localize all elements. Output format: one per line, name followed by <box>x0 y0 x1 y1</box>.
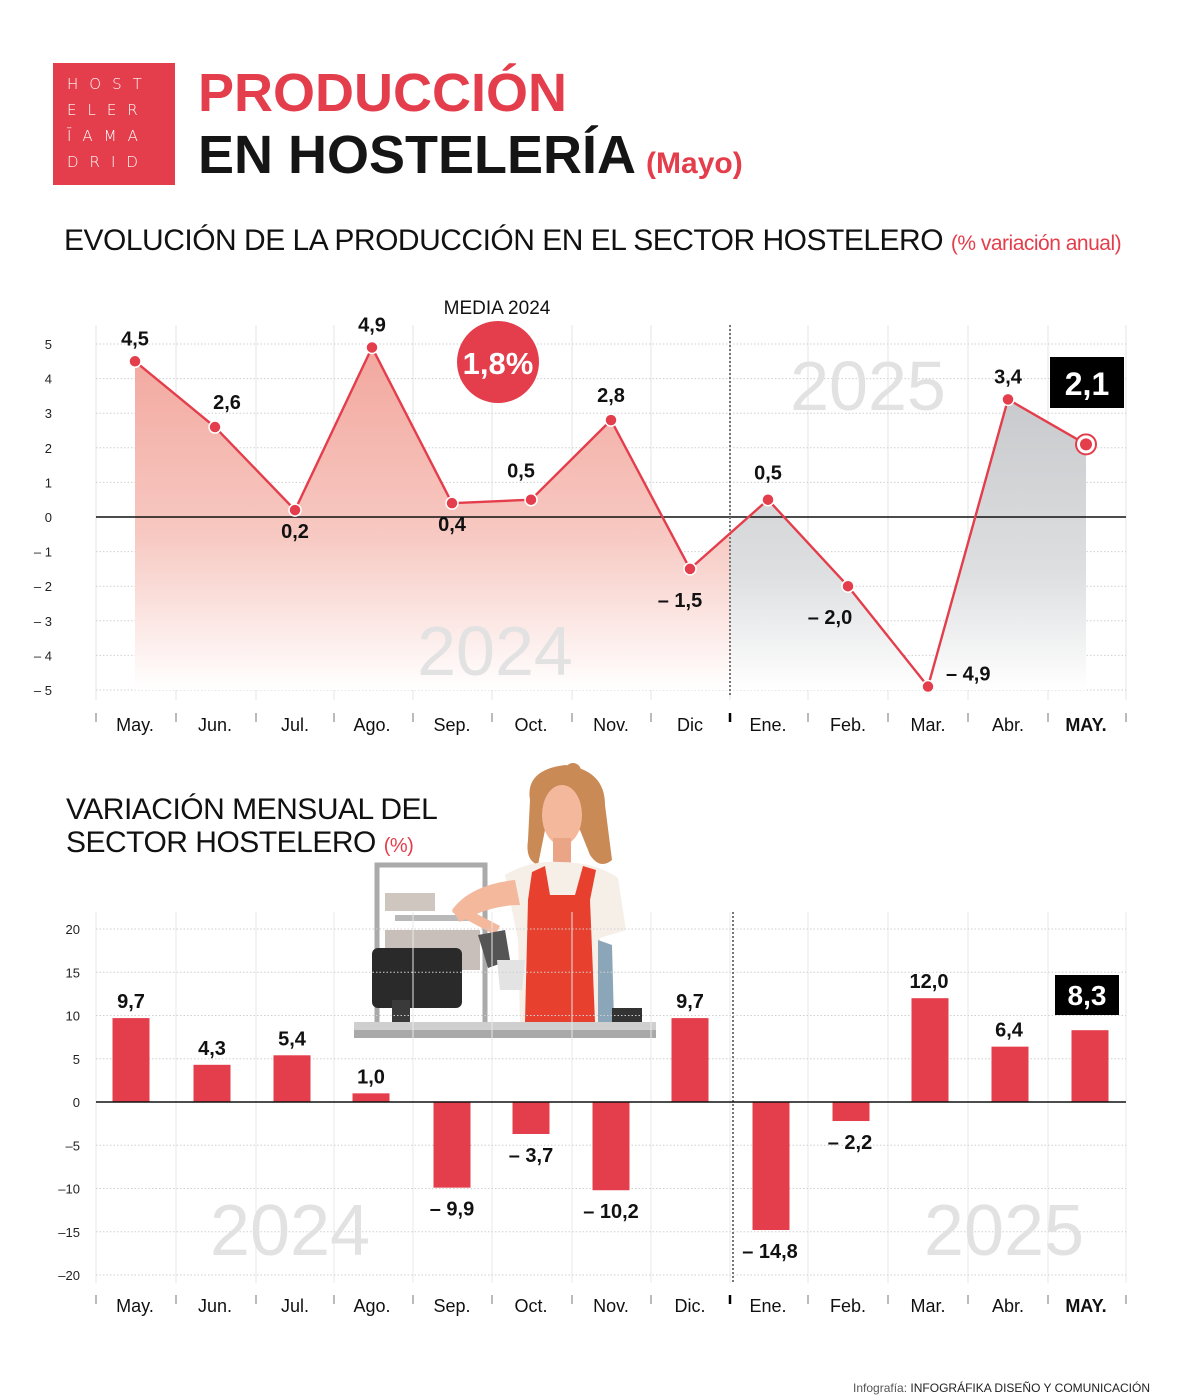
svg-text:Abr.: Abr. <box>992 715 1024 735</box>
svg-text:9,7: 9,7 <box>117 991 145 1013</box>
svg-text:– 4,9: – 4,9 <box>946 664 990 686</box>
svg-text:0,4: 0,4 <box>438 514 467 536</box>
svg-text:3: 3 <box>45 406 52 421</box>
svg-text:20: 20 <box>66 922 80 937</box>
page-title-line1: PRODUCCIÓN <box>198 63 568 123</box>
svg-text:Jun.: Jun. <box>198 715 232 735</box>
svg-text:–10: –10 <box>58 1182 80 1197</box>
logo-row: DRID <box>67 153 149 171</box>
svg-text:Feb.: Feb. <box>830 1296 866 1316</box>
svg-text:Dic: Dic <box>677 715 703 735</box>
svg-text:Ene.: Ene. <box>749 715 786 735</box>
svg-text:Feb.: Feb. <box>830 715 866 735</box>
svg-text:Ago.: Ago. <box>353 715 390 735</box>
svg-text:– 1: – 1 <box>34 545 52 560</box>
bar-chart-title-line2: SECTOR HOSTELERO <box>66 826 376 859</box>
svg-text:0,2: 0,2 <box>281 521 309 543</box>
svg-text:15: 15 <box>66 965 80 980</box>
svg-text:8,3: 8,3 <box>1068 980 1107 1011</box>
credit: Infografía: INFOGRÁFIKA DISEÑO Y COMUNIC… <box>853 1381 1150 1395</box>
svg-text:– 14,8: – 14,8 <box>742 1241 798 1263</box>
svg-text:–15: –15 <box>58 1225 80 1240</box>
svg-text:Mar.: Mar. <box>910 715 945 735</box>
svg-text:Dic.: Dic. <box>675 1296 706 1316</box>
svg-text:2,8: 2,8 <box>597 385 625 407</box>
svg-text:Nov.: Nov. <box>593 715 629 735</box>
svg-text:0,5: 0,5 <box>754 463 782 485</box>
line-chart-unit: (% variación anual) <box>950 232 1122 255</box>
svg-text:Ago.: Ago. <box>353 1296 390 1316</box>
svg-text:Sep.: Sep. <box>433 715 470 735</box>
page-title-line2: EN HOSTELERÍA (Mayo) <box>198 124 743 195</box>
svg-text:–5: –5 <box>66 1138 80 1153</box>
svg-text:Ene.: Ene. <box>749 1296 786 1316</box>
svg-text:– 3: – 3 <box>34 614 52 629</box>
svg-text:– 9,9: – 9,9 <box>430 1199 474 1221</box>
line-chart: 2024 2025 5 4 3 2 1 0 – 1 – 2 – 3 – 4 – 5 4,5 2,6 0,2 4,… <box>34 298 1127 735</box>
line-chart-title-text: EVOLUCIÓN DE LA PRODUCCIÓN EN EL SECTOR … <box>64 224 944 257</box>
svg-text:– 1,5: – 1,5 <box>658 590 702 612</box>
svg-text:5,4: 5,4 <box>278 1028 307 1050</box>
hosteleria-madrid-logo: HOST ELER ĪAMA DRID <box>53 63 175 185</box>
svg-text:–20: –20 <box>58 1268 80 1283</box>
svg-text:Oct.: Oct. <box>514 715 547 735</box>
svg-text:Mar.: Mar. <box>910 1296 945 1316</box>
bar-chart-title-line1: VARIACIÓN MENSUAL DEL <box>66 793 438 826</box>
svg-text:6,4: 6,4 <box>995 1020 1024 1042</box>
svg-text:– 2,2: – 2,2 <box>828 1132 872 1154</box>
svg-text:MAY.: MAY. <box>1065 715 1106 735</box>
svg-text:2024: 2024 <box>417 612 573 690</box>
svg-text:1: 1 <box>45 475 52 490</box>
svg-text:1,0: 1,0 <box>357 1066 385 1088</box>
svg-text:– 4: – 4 <box>34 648 52 663</box>
bar-chart-title: VARIACIÓN MENSUAL DEL SECTOR HOSTELERO (%… <box>66 793 438 863</box>
svg-text:– 2: – 2 <box>34 579 52 594</box>
svg-text:2,1: 2,1 <box>1065 366 1109 402</box>
svg-text:4,3: 4,3 <box>198 1038 226 1060</box>
logo-row: ELER <box>67 101 149 119</box>
svg-text:2025: 2025 <box>924 1191 1084 1271</box>
svg-text:2: 2 <box>45 441 52 456</box>
svg-text:May.: May. <box>116 1296 154 1316</box>
logo-row: HOST <box>67 75 153 93</box>
svg-text:12,0: 12,0 <box>910 971 949 993</box>
svg-text:– 10,2: – 10,2 <box>583 1201 639 1223</box>
credit-prefix: Infografía: <box>853 1381 908 1395</box>
line-chart-title: EVOLUCIÓN DE LA PRODUCCIÓN EN EL SECTOR … <box>64 224 1122 258</box>
bar-chart-unit: (%) <box>383 835 414 857</box>
svg-text:2,6: 2,6 <box>213 392 241 414</box>
svg-text:– 3,7: – 3,7 <box>509 1145 553 1167</box>
page-title-month: (Mayo) <box>646 147 743 180</box>
svg-text:1,8%: 1,8% <box>463 346 534 381</box>
svg-text:– 5: – 5 <box>34 683 52 698</box>
svg-text:4,5: 4,5 <box>121 328 149 350</box>
svg-text:4: 4 <box>45 372 52 387</box>
credit-name: INFOGRÁFIKA DISEÑO Y COMUNICACIÓN <box>910 1381 1150 1395</box>
svg-text:Jul.: Jul. <box>281 1296 309 1316</box>
svg-text:5: 5 <box>73 1052 80 1067</box>
svg-text:Sep.: Sep. <box>433 1296 470 1316</box>
svg-text:0: 0 <box>73 1095 80 1110</box>
svg-text:Jul.: Jul. <box>281 715 309 735</box>
svg-text:9,7: 9,7 <box>676 991 704 1013</box>
svg-text:3,4: 3,4 <box>994 366 1023 388</box>
svg-text:5: 5 <box>45 337 52 352</box>
svg-text:0,5: 0,5 <box>507 461 535 483</box>
logo-row: ĪAMA <box>67 127 149 145</box>
svg-text:10: 10 <box>66 1009 80 1024</box>
svg-text:Nov.: Nov. <box>593 1296 629 1316</box>
svg-text:0: 0 <box>45 510 52 525</box>
svg-text:– 2,0: – 2,0 <box>808 607 852 629</box>
svg-text:MAY.: MAY. <box>1065 1296 1106 1316</box>
svg-text:Jun.: Jun. <box>198 1296 232 1316</box>
page-title-main: EN HOSTELERÍA <box>198 125 637 185</box>
svg-text:4,9: 4,9 <box>358 314 386 336</box>
svg-text:MEDIA 2024: MEDIA 2024 <box>444 298 551 319</box>
svg-text:Abr.: Abr. <box>992 1296 1024 1316</box>
svg-text:Oct.: Oct. <box>514 1296 547 1316</box>
svg-text:2025: 2025 <box>790 347 946 425</box>
svg-text:May.: May. <box>116 715 154 735</box>
svg-text:2024: 2024 <box>210 1191 370 1271</box>
